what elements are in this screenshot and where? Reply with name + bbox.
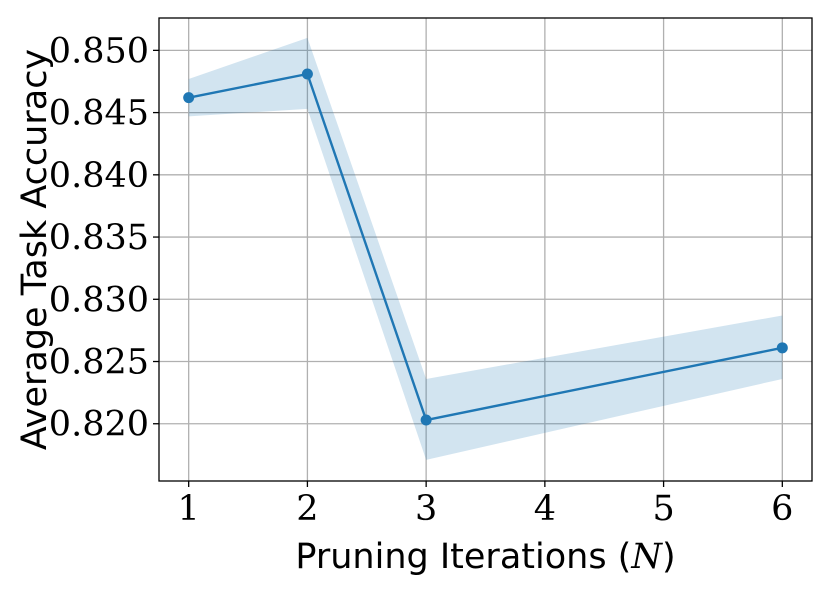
x-tick-label: 5: [652, 489, 674, 529]
confidence-bands: [188, 37, 783, 460]
data-point: [183, 92, 195, 104]
series-lines: [188, 72, 783, 422]
x-axis-label-close: ): [662, 537, 676, 577]
data-points: [183, 68, 788, 426]
y-tick-label: 0.850: [49, 31, 149, 71]
y-tick-label: 0.845: [49, 94, 149, 134]
x-tick-label: 3: [415, 489, 437, 529]
x-tick-label: 2: [296, 489, 318, 529]
plot-frame: [158, 17, 813, 482]
x-axis-label-text: Pruning Iterations (: [295, 537, 631, 577]
y-axis-label: Average Task Accuracy: [15, 49, 55, 450]
y-tick-label: 0.835: [49, 218, 149, 258]
data-point: [420, 414, 432, 426]
x-tick-labels: 1 2 3 4 5 6: [178, 489, 794, 529]
y-tick-label: 0.825: [49, 343, 149, 383]
data-point: [776, 342, 788, 354]
x-tick-label: 4: [534, 489, 556, 529]
grid: [159, 18, 812, 481]
y-tick-label: 0.840: [49, 156, 149, 196]
confidence-band: [188, 37, 783, 460]
y-tick-label: 0.820: [49, 405, 149, 445]
x-axis-label: Pruning Iterations (N): [295, 537, 675, 577]
x-axis-label-symbol: N: [630, 537, 663, 577]
x-tick-label: 6: [771, 489, 793, 529]
data-point: [301, 68, 313, 80]
y-tick-label: 0.830: [49, 280, 149, 320]
series-line: [188, 72, 783, 422]
y-tick-labels: 0.820 0.825 0.830 0.835 0.840 0.845 0.850: [49, 31, 149, 444]
x-tick-label: 1: [178, 489, 200, 529]
tick-marks: [153, 49, 783, 487]
